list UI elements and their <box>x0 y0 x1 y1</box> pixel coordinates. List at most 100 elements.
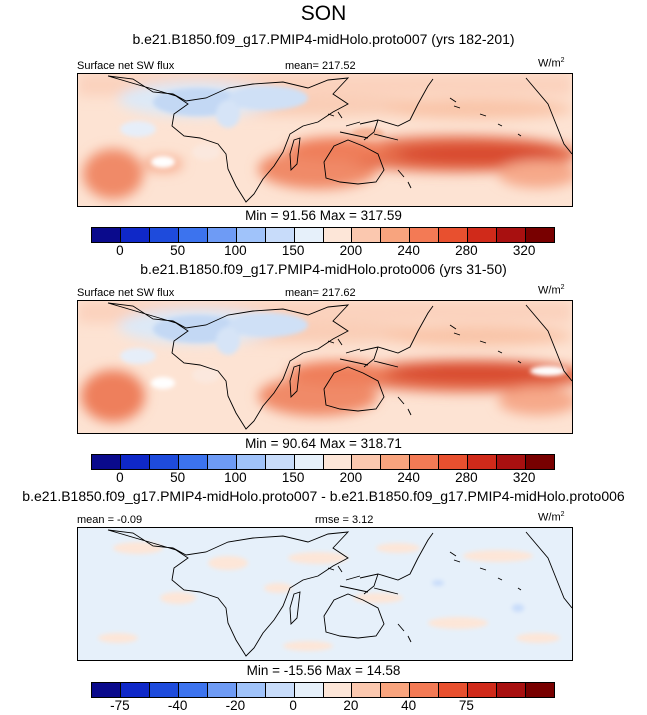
panel2-variable-label: Surface net SW flux <box>77 287 175 299</box>
colorbar-swatch <box>236 455 266 469</box>
panel3-diff-field <box>78 528 572 660</box>
colorbar-tick-label: 240 <box>397 243 420 258</box>
colorbar-swatch <box>294 228 324 242</box>
panel2-sw-field <box>78 301 572 433</box>
colorbar-tick-label: 0 <box>116 470 124 485</box>
panel3-rmse-label: rmse = 3.12 <box>315 514 374 526</box>
panel1-minmax: Min = 91.56 Max = 317.59 <box>245 208 402 223</box>
colorbar-tick-label: 280 <box>455 470 478 485</box>
colorbar-swatch <box>207 683 237 697</box>
panel2-run-title: b.e21.B1850.f09_g17.PMIP4-midHolo.proto0… <box>140 261 507 277</box>
colorbar-swatch <box>352 455 382 469</box>
panel1-sw-field <box>78 74 572 206</box>
colorbar-swatch <box>410 455 440 469</box>
colorbar-swatch <box>468 683 498 697</box>
colorbar-tick-label: 75 <box>458 698 474 713</box>
panel3-colorbar <box>91 682 555 698</box>
colorbar-tick-label: 200 <box>339 243 363 258</box>
colorbar-tick-label: 50 <box>170 470 186 485</box>
colorbar-swatch <box>352 228 382 242</box>
colorbar-tick-label: 150 <box>281 470 305 485</box>
panel2-minmax: Min = 90.64 Max = 318.71 <box>245 436 402 451</box>
colorbar-swatch <box>178 455 208 469</box>
colorbar-tick-label: 100 <box>224 243 247 258</box>
colorbar-tick-label: 200 <box>339 470 363 485</box>
colorbar-swatch <box>410 228 440 242</box>
colorbar-tick-label: -40 <box>167 698 188 713</box>
colorbar-tick-label: -75 <box>110 698 130 713</box>
panel3-minmax: Min = -15.56 Max = 14.58 <box>246 663 401 678</box>
colorbar-swatch <box>323 455 353 469</box>
colorbar-swatch <box>149 228 179 242</box>
panel2-mean-label: mean= 217.62 <box>285 287 356 299</box>
colorbar-tick-label: 0 <box>289 698 297 713</box>
panel2-coastlines <box>107 302 572 430</box>
colorbar-swatch <box>323 683 353 697</box>
figure-title: SON <box>300 2 347 25</box>
colorbar-swatch <box>178 683 208 697</box>
panel3-run-title: b.e21.B1850.f09_g17.PMIP4-midHolo.proto0… <box>22 488 625 504</box>
colorbar-swatch <box>207 228 237 242</box>
colorbar-swatch <box>149 455 179 469</box>
colorbar-tick-label: 320 <box>512 243 536 258</box>
panel1-coastlines <box>107 75 572 203</box>
colorbar-swatch <box>497 228 527 242</box>
colorbar-swatch <box>236 683 266 697</box>
panel1-variable-label: Surface net SW flux <box>77 60 175 72</box>
colorbar-swatch <box>526 228 554 242</box>
colorbar-swatch <box>92 228 121 242</box>
colorbar-swatch <box>294 455 324 469</box>
colorbar-tick-label: 320 <box>512 470 536 485</box>
panel1-mean-label: mean= 217.52 <box>285 60 356 72</box>
colorbar-tick-label: 100 <box>224 470 247 485</box>
colorbar-swatch <box>468 228 498 242</box>
panel2-units-label: W/m2 <box>538 284 565 297</box>
colorbar-tick-label: 40 <box>401 698 417 713</box>
colorbar-swatch <box>149 683 179 697</box>
panel3-coastlines <box>107 529 572 657</box>
colorbar-swatch <box>294 683 324 697</box>
colorbar-tick-label: 150 <box>281 243 305 258</box>
colorbar-swatch <box>120 683 150 697</box>
colorbar-swatch <box>352 683 382 697</box>
colorbar-tick-label: -20 <box>225 698 246 713</box>
colorbar-swatch <box>207 455 237 469</box>
colorbar-swatch <box>526 455 554 469</box>
panel2-map <box>77 300 573 434</box>
panel3-map <box>77 527 573 661</box>
colorbar-swatch <box>497 683 527 697</box>
panel1-run-title: b.e21.B1850.f09_g17.PMIP4-midHolo.proto0… <box>132 31 515 47</box>
colorbar-swatch <box>439 455 469 469</box>
colorbar-swatch <box>381 455 411 469</box>
colorbar-swatch <box>178 228 208 242</box>
colorbar-swatch <box>410 683 440 697</box>
colorbar-tick-label: 20 <box>343 698 359 713</box>
colorbar-tick-label: 240 <box>397 470 420 485</box>
colorbar-tick-label: 280 <box>455 243 478 258</box>
colorbar-swatch <box>92 683 121 697</box>
colorbar-tick-label: 0 <box>116 243 124 258</box>
colorbar-swatch <box>236 228 266 242</box>
colorbar-swatch <box>468 455 498 469</box>
colorbar-swatch <box>265 228 295 242</box>
colorbar-swatch <box>526 683 554 697</box>
panel1-map-svg <box>78 74 572 206</box>
panel1-units-label: W/m2 <box>538 57 565 70</box>
colorbar-swatch <box>265 455 295 469</box>
colorbar-swatch <box>381 683 411 697</box>
colorbar-swatch <box>439 683 469 697</box>
colorbar-swatch <box>265 683 295 697</box>
colorbar-swatch <box>120 455 150 469</box>
colorbar-swatch <box>381 228 411 242</box>
panel1-colorbar <box>91 227 555 243</box>
panel3-map-svg <box>78 528 572 660</box>
panel3-mean-label: mean = -0.09 <box>77 514 143 526</box>
panel3-units-label: W/m2 <box>538 511 565 524</box>
colorbar-swatch <box>120 228 150 242</box>
colorbar-swatch <box>92 455 121 469</box>
panel2-map-svg <box>78 301 572 433</box>
panel2-colorbar <box>91 454 555 470</box>
colorbar-swatch <box>497 455 527 469</box>
panel1-map <box>77 73 573 207</box>
colorbar-swatch <box>439 228 469 242</box>
